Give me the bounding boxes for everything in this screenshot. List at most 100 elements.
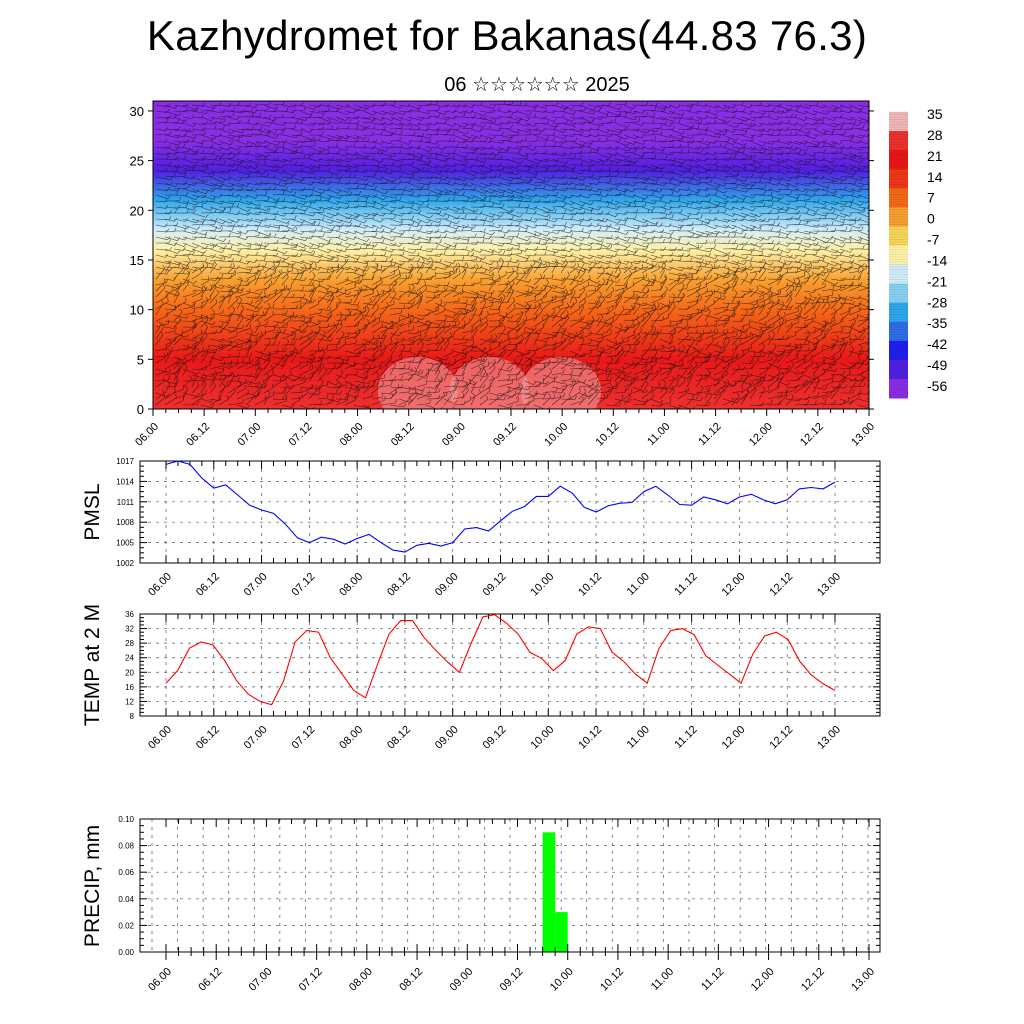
x-tick-label: 12.00 — [720, 571, 748, 599]
colorbar-swatch — [889, 112, 908, 132]
x-tick-label: 10.00 — [528, 571, 556, 599]
x-tick-label: 10.12 — [598, 966, 626, 994]
y-tick-label: 8 — [130, 712, 135, 721]
warm-cell — [521, 357, 602, 409]
x-tick-label: 11.00 — [625, 724, 652, 751]
x-tick-label: 12.12 — [767, 571, 795, 599]
x-tick-label: 06.12 — [194, 724, 222, 752]
x-tick-label: 10.00 — [548, 966, 576, 994]
precip-grid — [140, 818, 880, 953]
x-tick-label: 10.00 — [528, 724, 556, 752]
y-tick-label: 32 — [125, 625, 134, 634]
x-tick-label: 10.12 — [593, 421, 621, 449]
colorbar-swatch — [889, 359, 908, 380]
y-tick-label: 16 — [125, 683, 134, 692]
y-tick-label: 0.02 — [118, 921, 134, 930]
temp-ylabel: TEMP at 2 M — [81, 604, 104, 726]
wind-barbs — [155, 101, 869, 409]
y-tick-label: 0.10 — [118, 815, 134, 824]
colorbar-label: -28 — [927, 294, 947, 310]
x-tick-label: 07.12 — [290, 571, 318, 599]
y-tick-label: 25 — [130, 154, 144, 169]
colorbar-label: 35 — [927, 106, 943, 122]
y-tick-label: 36 — [125, 610, 134, 619]
colorbar-swatch — [889, 302, 908, 323]
colorbar-label: -49 — [927, 357, 947, 373]
x-tick-label: 06.12 — [196, 966, 224, 994]
x-tick-label: 11.12 — [672, 724, 699, 751]
x-tick-label: 13.00 — [849, 966, 877, 994]
y-tick-label: 20 — [125, 668, 134, 677]
precip-bar — [555, 912, 568, 952]
x-tick-label: 12.00 — [720, 724, 748, 752]
y-tick-label: 0.00 — [118, 948, 134, 957]
colorbar-label: -7 — [927, 232, 940, 248]
x-tick-label: 11.12 — [696, 421, 723, 448]
y-tick-label: 1011 — [117, 498, 135, 507]
y-tick-label: 1017 — [116, 457, 134, 466]
x-tick-label: 08.00 — [347, 966, 375, 994]
x-tick-label: 06.12 — [184, 421, 212, 449]
colorbar-swatch — [889, 245, 908, 266]
y-tick-label: 1014 — [116, 477, 134, 486]
x-tick-label: 12.12 — [799, 966, 827, 994]
y-tick-label: 5 — [137, 352, 144, 367]
x-tick-label: 08.00 — [338, 421, 366, 449]
page-subtitle: 06 ☆☆☆☆☆☆ 2025 — [444, 74, 630, 96]
x-tick-label: 12.00 — [747, 421, 775, 449]
x-tick-label: 11.00 — [649, 966, 676, 993]
colorbar-label: 14 — [927, 169, 943, 185]
colorbar-label: -21 — [927, 273, 947, 289]
x-tick-label: 09.12 — [498, 966, 526, 994]
colorbar-swatch — [889, 378, 908, 399]
x-tick-label: 06.00 — [133, 421, 161, 449]
y-tick-label: 1008 — [116, 518, 134, 527]
x-tick-label: 11.12 — [672, 571, 699, 598]
y-tick-label: 30 — [130, 104, 144, 119]
y-tick-label: 28 — [125, 639, 134, 648]
x-tick-label: 09.12 — [491, 421, 519, 449]
colorbar-label: -42 — [927, 336, 947, 352]
colorbar-swatch — [889, 188, 908, 208]
colorbar-label: 7 — [927, 190, 935, 206]
pmsl-series-line — [165, 460, 836, 553]
x-tick-label: 12.00 — [749, 966, 777, 994]
x-tick-label: 11.00 — [645, 421, 672, 448]
x-tick-label: 07.12 — [287, 421, 315, 449]
page-title: Kazhydromet for Bakanas(44.83 76.3) — [146, 12, 868, 59]
x-tick-label: 08.12 — [385, 724, 413, 752]
x-tick-label: 10.00 — [542, 421, 570, 449]
colorbar-swatch — [889, 340, 908, 361]
x-tick-label: 09.00 — [433, 571, 461, 599]
y-tick-label: 20 — [130, 203, 144, 218]
x-tick-label: 08.12 — [397, 966, 425, 994]
temp-frame — [139, 613, 881, 717]
x-tick-label: 07.00 — [242, 571, 270, 599]
temp-grid — [140, 613, 880, 717]
x-tick-label: 08.12 — [385, 571, 413, 599]
x-tick-label: 09.00 — [433, 724, 461, 752]
x-tick-label: 08.00 — [337, 724, 365, 752]
colorbar-label: 28 — [927, 127, 943, 143]
x-tick-label: 06.00 — [146, 724, 174, 752]
x-tick-label: 07.00 — [242, 724, 270, 752]
x-tick-label: 09.00 — [440, 421, 468, 449]
x-tick-label: 13.00 — [815, 571, 843, 599]
precip-ylabel: PRECIP, mm — [81, 825, 104, 947]
colorbar-swatch — [889, 207, 908, 227]
x-tick-label: 07.12 — [290, 724, 318, 752]
x-tick-label: 12.12 — [767, 724, 795, 752]
colorbar-swatch — [889, 169, 908, 189]
y-tick-label: 15 — [130, 253, 144, 268]
colorbar-swatch — [889, 283, 908, 304]
x-tick-label: 12.12 — [798, 421, 826, 449]
y-tick-label: 1005 — [116, 539, 134, 548]
y-tick-label: 0 — [137, 402, 144, 417]
y-tick-label: 0.06 — [118, 868, 134, 877]
y-tick-label: 12 — [125, 697, 134, 706]
x-tick-label: 09.00 — [447, 966, 475, 994]
colorbar-label: -56 — [927, 378, 947, 394]
pmsl-frame — [139, 460, 881, 564]
y-tick-label: 0.04 — [118, 895, 134, 904]
x-tick-label: 11.00 — [625, 571, 652, 598]
